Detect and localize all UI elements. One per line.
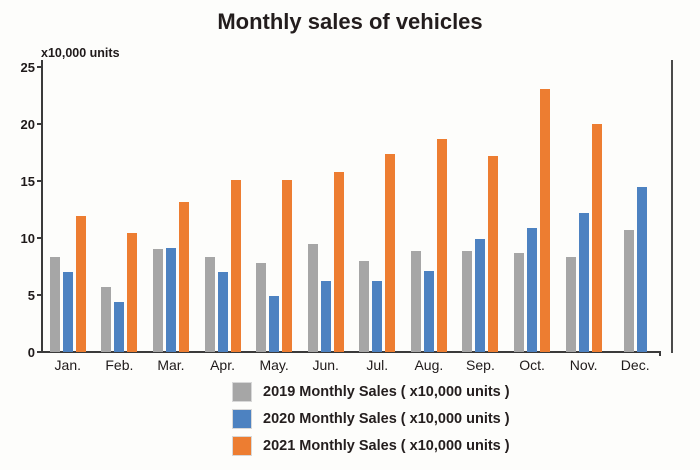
bar (462, 250, 473, 352)
x-tick-label: Feb. (105, 357, 134, 373)
y-axis-line (41, 60, 43, 352)
bar (591, 124, 602, 352)
bar (527, 227, 538, 352)
bar (127, 233, 138, 352)
bar (49, 257, 60, 352)
bar (320, 281, 331, 352)
x-tick-label: Dec. (620, 357, 650, 373)
y-tick-label: 5 (27, 287, 35, 303)
legend-item: 2021 Monthly Sales ( x10,000 units ) (232, 436, 510, 456)
x-tick-label: Jun. (312, 357, 339, 373)
bar (514, 252, 525, 352)
bar (372, 281, 383, 352)
bar (178, 201, 189, 352)
x-tick-label: Oct. (519, 357, 545, 373)
legend-swatch (232, 409, 252, 429)
x-tick-label: Sep. (466, 357, 495, 373)
y-tick-mark (37, 123, 42, 125)
y-tick-mark (37, 66, 42, 68)
bar (114, 301, 125, 352)
bar (217, 272, 228, 352)
bar (62, 272, 73, 352)
y-tick-label: 20 (20, 116, 35, 132)
y-tick-label: 15 (20, 173, 35, 189)
legend-swatch (232, 436, 252, 456)
y-tick-label: 10 (20, 230, 35, 246)
bar (269, 296, 280, 352)
bar (636, 186, 647, 352)
plot-right-border (671, 60, 673, 353)
x-tick-label: May. (259, 357, 289, 373)
legend: 2019 Monthly Sales ( x10,000 units ) 2020… (232, 382, 510, 463)
bar (101, 287, 112, 352)
bar (333, 171, 344, 352)
bar (475, 239, 486, 352)
bar (623, 230, 634, 352)
chart-title: Monthly sales of vehicles (217, 9, 483, 34)
x-tick-label: Aug. (414, 357, 444, 373)
y-tick-label: 0 (27, 344, 35, 360)
bar (423, 271, 434, 352)
bar (75, 216, 86, 352)
legend-label: 2020 Monthly Sales ( x10,000 units ) (263, 411, 510, 427)
bar (230, 179, 241, 352)
legend-label: 2019 Monthly Sales ( x10,000 units ) (263, 384, 510, 400)
bar (565, 257, 576, 352)
bar (204, 257, 215, 352)
x-tick-label: Nov. (569, 357, 598, 373)
bar (436, 138, 447, 352)
y-tick-mark (37, 180, 42, 182)
bar (578, 212, 589, 352)
bar (540, 88, 551, 352)
bar (256, 263, 267, 352)
y-tick-mark (37, 351, 42, 353)
y-tick-label: 25 (20, 59, 35, 75)
bar (165, 248, 176, 352)
x-tick-label: Jan. (54, 357, 82, 373)
bar (282, 179, 293, 352)
x-tick-label: Mar. (157, 357, 185, 373)
bar (359, 260, 370, 352)
x-tick-label: Apr. (210, 357, 235, 373)
x-tick-label: Jul. (366, 357, 389, 373)
bar (385, 153, 396, 352)
bar (488, 155, 499, 352)
x-axis-line (41, 351, 661, 353)
bar (307, 243, 318, 352)
bar (410, 250, 421, 352)
y-tick-mark (37, 294, 42, 296)
bar (152, 249, 163, 352)
y-axis-unit-label: x10,000 units (41, 46, 120, 60)
y-tick-mark (37, 237, 42, 239)
legend-label: 2021 Monthly Sales ( x10,000 units ) (263, 438, 510, 454)
legend-swatch (232, 382, 252, 402)
legend-item: 2020 Monthly Sales ( x10,000 units ) (232, 409, 510, 429)
x-axis-end-tick (659, 351, 661, 356)
legend-item: 2019 Monthly Sales ( x10,000 units ) (232, 382, 510, 402)
